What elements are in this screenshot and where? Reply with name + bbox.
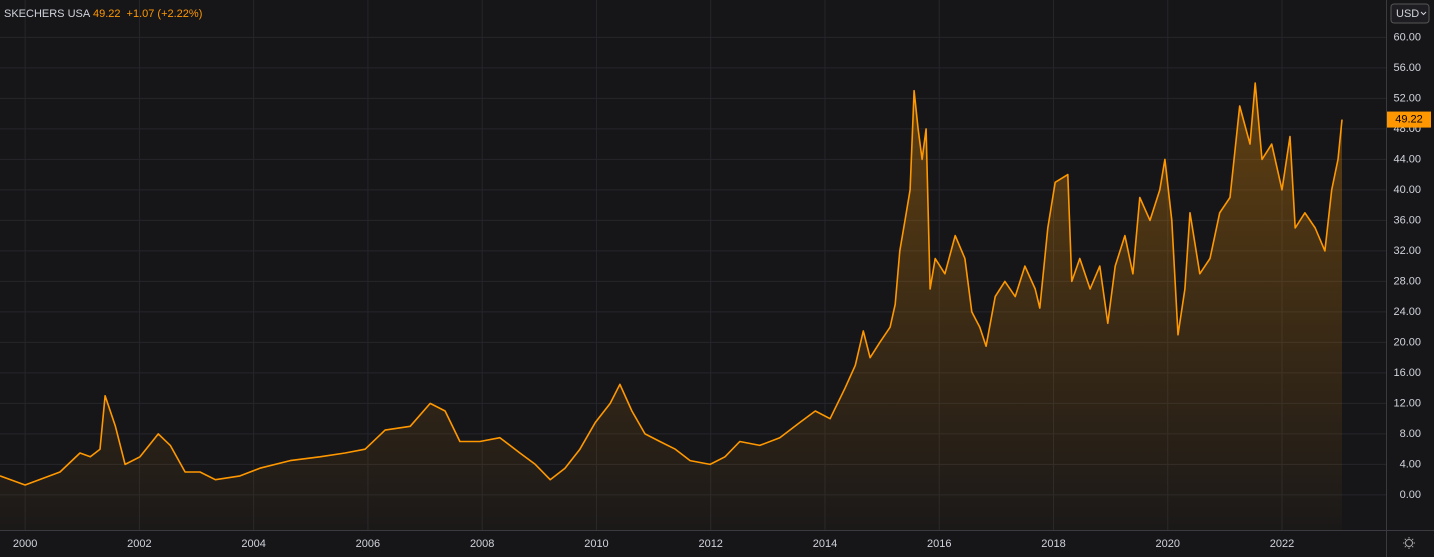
y-tick-label: 8.00 xyxy=(1400,428,1421,440)
header-change: +1.07 (+2.22%) xyxy=(127,8,203,20)
y-tick-label: 52.00 xyxy=(1393,92,1421,104)
y-tick-label: 12.00 xyxy=(1393,397,1421,409)
x-tick-label: 2000 xyxy=(13,538,37,550)
y-tick-label: 36.00 xyxy=(1393,214,1421,226)
header-price: 49.22 xyxy=(93,8,121,20)
last-price-label: 49.22 xyxy=(1395,113,1423,125)
gear[interactable] xyxy=(1405,539,1413,547)
y-tick-label: 16.00 xyxy=(1393,367,1421,379)
y-tick-label: 24.00 xyxy=(1393,306,1421,318)
gear-teeth[interactable] xyxy=(1403,537,1415,549)
x-tick-label: 2004 xyxy=(241,538,265,550)
x-tick-label: 2008 xyxy=(470,538,494,550)
x-tick-label: 2020 xyxy=(1156,538,1180,550)
y-tick-label: 32.00 xyxy=(1393,245,1421,257)
x-tick-label: 2018 xyxy=(1041,538,1065,550)
area-fill xyxy=(0,83,1342,530)
y-tick-label: 40.00 xyxy=(1393,184,1421,196)
currency-button[interactable]: USD xyxy=(1390,3,1430,24)
x-tick-label: 2016 xyxy=(927,538,951,550)
y-tick-label: 28.00 xyxy=(1393,275,1421,287)
axes: 0.00 4.00 8.00 12.00 16.00 20.00 24.00 28.00 32.… xyxy=(13,31,1431,550)
price-line xyxy=(0,82,1343,486)
currency-label[interactable]: USD xyxy=(1396,8,1419,20)
y-tick-label: 60.00 xyxy=(1393,31,1421,43)
x-tick-label: 2006 xyxy=(356,538,380,550)
y-tick-label: 0.00 xyxy=(1400,489,1421,501)
x-tick-label: 2012 xyxy=(698,538,722,550)
plot xyxy=(0,82,1343,530)
y-tick-label: 4.00 xyxy=(1400,458,1421,470)
x-tick-label: 2010 xyxy=(584,538,608,550)
x-tick-label: 2002 xyxy=(127,538,151,550)
dropdown-arrow[interactable] xyxy=(1420,11,1427,16)
y-tick-label: 56.00 xyxy=(1393,62,1421,74)
currency-button-box[interactable] xyxy=(1390,3,1430,24)
x-tick-label: 2014 xyxy=(813,538,837,550)
last-price-badge xyxy=(1387,111,1431,128)
settings-icon[interactable] xyxy=(1403,537,1415,549)
x-tick-label: 2022 xyxy=(1270,538,1294,550)
grid xyxy=(0,0,1386,530)
y-tick-label: 44.00 xyxy=(1393,153,1421,165)
symbol-name: SKECHERS USA xyxy=(4,8,91,20)
y-tick-label: 20.00 xyxy=(1393,336,1421,348)
